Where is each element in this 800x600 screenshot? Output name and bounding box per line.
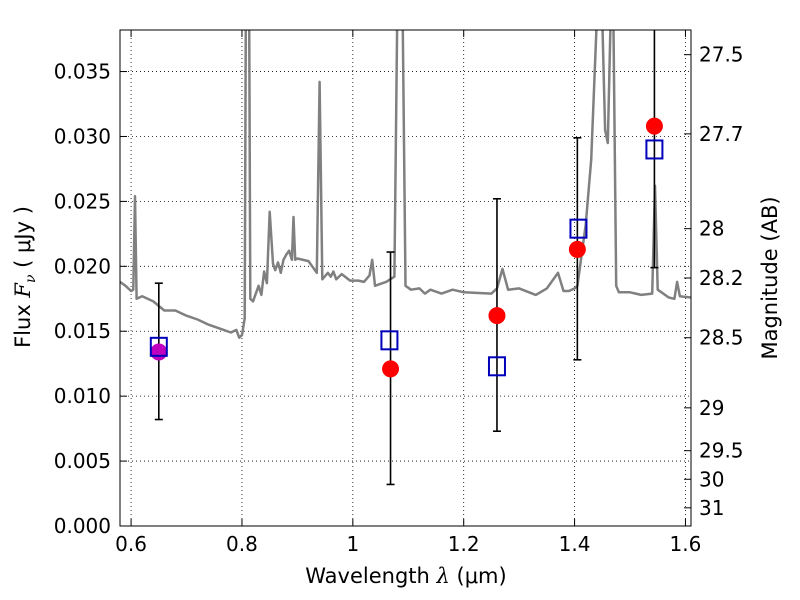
observed-flux-point [150,343,168,361]
model-band-point [149,336,168,357]
axis-ticks [120,30,691,527]
y-tick-label: 0.025 [54,189,111,213]
y-tick-label: 0.015 [54,319,111,343]
x-tick-label: 1 [346,532,359,556]
observed-flux-point [645,117,663,135]
magnitude-tick-label: 31 [699,496,724,520]
x-tick-label: 1.2 [448,532,480,556]
magnitude-tick-label: 28.5 [699,326,744,350]
y-tick-label: 0.020 [54,254,111,278]
magnitude-tick-label: 27.7 [699,122,744,146]
y-tick-label: 0.035 [54,60,111,84]
observed-flux-point [488,307,506,325]
x-axis-label: Wavelength λ (μm) [305,564,506,588]
model-band-points [149,139,664,377]
magnitude-tick-label: 29 [699,396,724,420]
y-tick-label: 0.030 [54,124,111,148]
model-band-point [487,356,506,377]
y-axis-right-label: Magnitude (AB) [758,196,782,359]
observed-flux-point [382,360,400,378]
magnitude-tick-label: 30 [699,467,724,491]
x-tick-labels: 0.6 0.8 1 1.2 1.4 1.6 [115,532,701,556]
magnitude-tick-label: 29.5 [699,439,744,463]
model-spectrum [120,30,691,339]
magnitude-tick-label: 28.2 [699,266,744,290]
x-tick-label: 1.6 [670,532,702,556]
magnitude-tick-labels: 27.5 27.7 28 28.2 28.5 29 29.5 30 31 [699,43,744,520]
x-tick-label: 0.6 [115,532,147,556]
model-band-point [380,330,399,351]
observed-flux-point [568,240,586,258]
model-band-point [569,218,588,239]
magnitude-tick-label: 27.5 [699,43,744,67]
y-tick-label: 0.010 [54,384,111,408]
x-tick-label: 1.4 [559,532,591,556]
y-tick-labels: 0.000 0.005 0.010 0.015 0.020 0.025 0.030 0.035 [54,60,111,538]
y-tick-label: 0.000 [54,514,111,538]
y-axis-label: Flux Fν ( μJy ) [11,206,39,348]
magnitude-tick-label: 28 [699,217,724,241]
y-tick-label: 0.005 [54,449,111,473]
x-tick-label: 0.8 [226,532,258,556]
model-spectrum-line [120,30,691,339]
model-band-point [645,139,664,160]
observed-points [150,117,663,378]
